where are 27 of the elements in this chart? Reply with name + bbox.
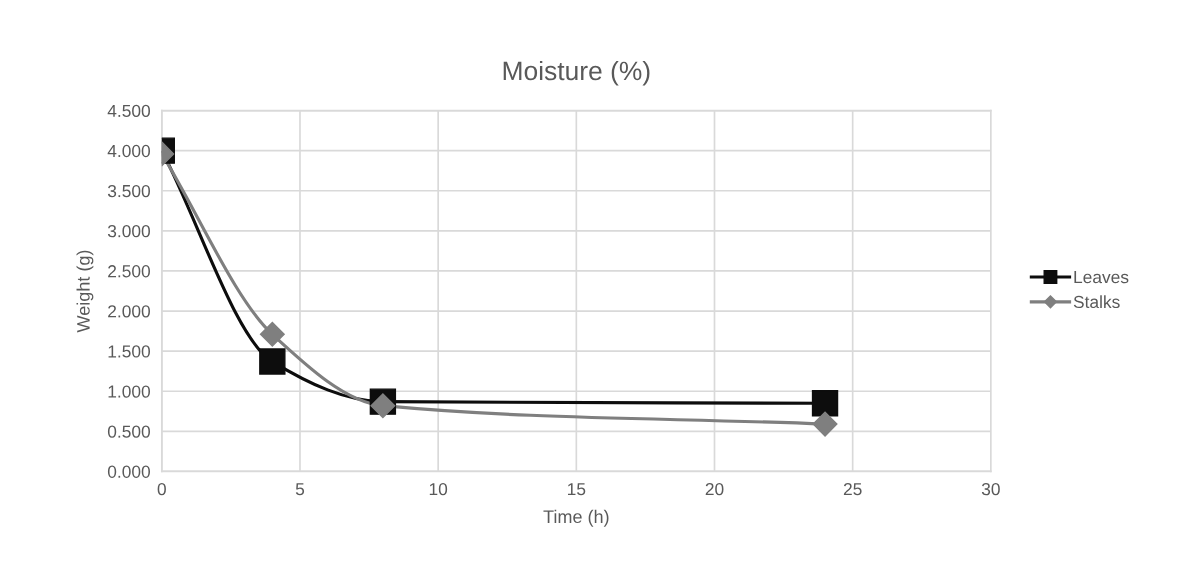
y-tick-label: 4.500 [107, 104, 151, 118]
y-tick-label: 1.500 [108, 345, 151, 358]
y-tick-label: 3.500 [107, 184, 151, 198]
x-tick-label: 0 [157, 482, 166, 496]
point [811, 390, 839, 417]
x-tick-label: 25 [843, 482, 862, 496]
y-tick-label: 0.500 [107, 425, 151, 438]
y-tick-label: 4.000 [107, 144, 151, 158]
y-tick-label: 2.000 [108, 305, 151, 318]
point [259, 348, 286, 375]
chart-title: Moisture (%) [503, 60, 650, 86]
x-tick-label: 15 [568, 483, 586, 496]
x-tick-label: 20 [705, 482, 724, 496]
point [259, 321, 285, 347]
point [812, 411, 838, 437]
y-axis-title: Weight (g) [76, 250, 94, 333]
x-axis-title: Time (h) [543, 509, 609, 527]
legend-label: Stalks [1073, 295, 1120, 309]
y-tick-label: 0.000 [107, 465, 151, 478]
y-tick-label: 2.500 [108, 265, 151, 278]
x-tick-label: 10 [429, 482, 448, 496]
x-tick-label: 30 [981, 482, 1000, 496]
point [370, 393, 396, 419]
legend-label: Leaves [1074, 271, 1129, 284]
y-tick-label: 3.000 [107, 225, 151, 238]
y-tick-label: 1.000 [108, 385, 151, 398]
x-tick-label: 5 [295, 483, 305, 496]
